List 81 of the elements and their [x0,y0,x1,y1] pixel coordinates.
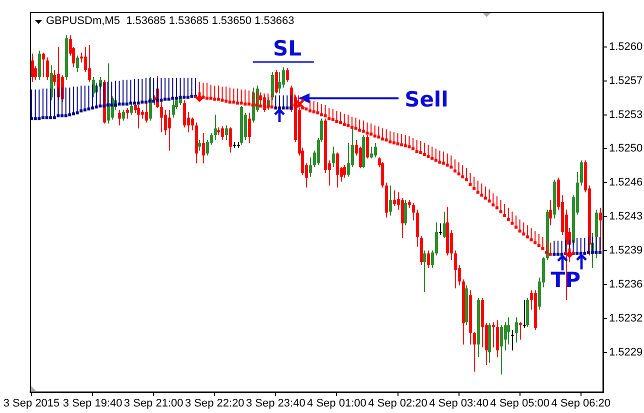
y-tick-label: 1.5239 [609,244,643,256]
y-tick-label: 1.5232 [609,312,643,324]
candlestick [401,198,404,238]
candlestick [343,164,346,178]
candlestick [126,107,129,120]
candlestick [38,50,41,80]
x-tick-label: 4 Sep 01:00 [307,398,366,410]
candlestick [511,329,514,351]
y-tick-label: 1.5260 [609,40,643,53]
candlestick [393,190,396,206]
candlestick [275,70,278,94]
candlestick [500,324,503,376]
y-tick-label: 1.5250 [609,142,643,155]
candlestick [519,322,522,340]
candlestick [454,250,457,289]
candlestick [427,250,430,268]
candlestick [549,200,552,226]
candlestick [118,109,121,126]
candlestick [507,316,510,345]
x-tick-label: 4 Sep 06:20 [551,398,611,410]
candlestick [366,134,369,159]
candlestick [278,72,281,94]
candlestick [523,299,526,329]
y-tick-label: 1.5229 [609,346,643,358]
candlestick [580,160,583,186]
x-tick-label: 3 Sep 2015 [3,398,60,410]
candlestick [370,146,373,159]
candlestick [76,55,79,73]
candlestick [248,112,251,144]
annotation: Sell [404,88,448,112]
candlestick [206,139,209,156]
y-tick-label: 1.5257 [609,74,643,87]
candlestick [336,152,339,188]
y-tick-label: 1.5253 [609,108,643,121]
candlestick [389,185,392,216]
x-tick-label: 3 Sep 19:40 [62,398,122,410]
y-tick-label: 1.5236 [609,278,643,290]
x-tick-label: 3 Sep 22:20 [184,398,244,410]
y-tick-label: 1.5246 [609,176,643,189]
annotation: SL [273,36,302,60]
candlestick [439,222,442,236]
candlestick [282,66,285,88]
candlestick [347,142,350,178]
candlestick [515,316,518,344]
candlestick [191,117,194,131]
candlestick [229,126,232,154]
candlestick [443,211,446,238]
candlestick [599,207,602,251]
candlestick [46,57,49,80]
candlestick [214,114,217,140]
candlestick [122,109,125,122]
candlestick [137,104,140,129]
candlestick [164,109,167,136]
candlestick [359,146,362,169]
candlestick [492,322,495,348]
x-tick-label: 4 Sep 02:20 [368,398,428,410]
candlestick [473,331,476,372]
candlestick [168,109,171,152]
candlestick [88,44,91,82]
candlestick [332,146,335,168]
candlestick [412,202,415,221]
x-tick-label: 4 Sep 05:00 [490,398,550,410]
candlestick [42,52,45,78]
candlestick [496,320,499,358]
candlestick [221,126,224,140]
candlestick [423,250,426,293]
y-tick-label: 1.5243 [609,210,643,223]
candlestick [225,124,228,140]
candlestick [309,156,312,178]
candlestick [381,162,384,188]
candlestick [504,322,507,351]
chart-title: GBPUSDm,M5 1.53685 1.53685 1.53650 1.53663 [46,15,294,28]
x-tick-label: 4 Sep 03:40 [429,398,488,410]
candlestick [31,53,34,82]
x-tick-label: 3 Sep 23:40 [246,398,306,410]
candlestick [183,100,186,128]
candlestick [202,132,205,164]
x-tick-label: 3 Sep 21:00 [124,398,184,410]
candlestick [404,200,407,226]
candlestick [374,142,377,158]
candlestick [286,68,289,82]
